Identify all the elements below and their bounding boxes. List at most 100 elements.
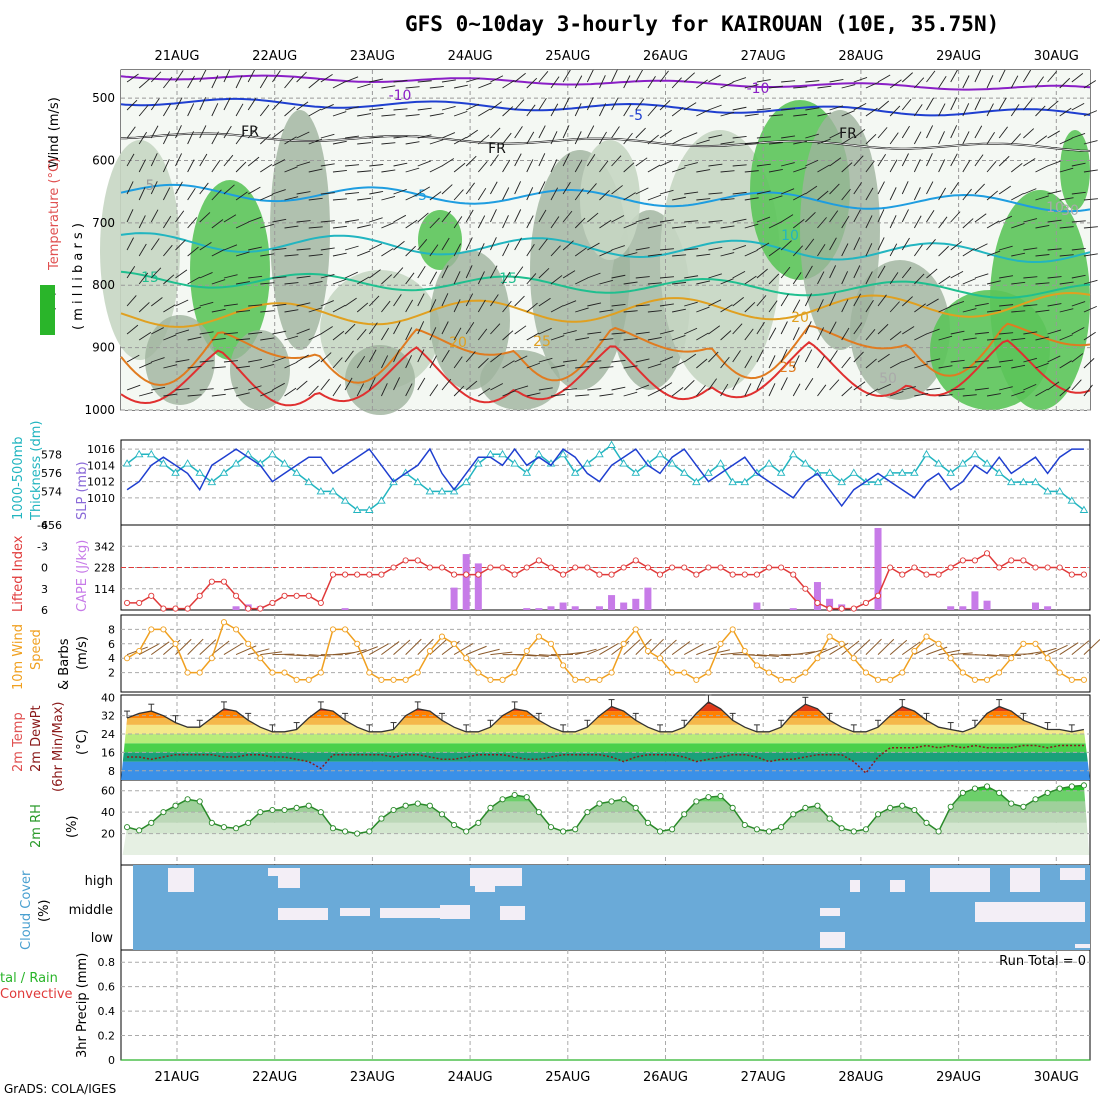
wind-barb (381, 327, 390, 341)
wind-barb (320, 352, 332, 363)
wind-barb (236, 338, 251, 341)
wind-barb (284, 361, 298, 369)
wind-barb (1010, 162, 1023, 173)
wind-barb (720, 278, 734, 285)
wind-barb (659, 129, 672, 139)
wind-barb (998, 69, 1006, 83)
wind-barb (671, 335, 686, 341)
rh-line-point (366, 828, 373, 835)
cloud-gap (475, 868, 495, 892)
wind-barb (768, 114, 784, 117)
wind-barb (1071, 102, 1085, 111)
wind-barb (684, 162, 698, 167)
cape-bar (789, 608, 797, 610)
wind-barb (647, 389, 661, 397)
wind-barb (962, 337, 977, 341)
wind-speed-line-point (947, 655, 954, 662)
wind-barb (1023, 158, 1036, 167)
li-line-point (402, 557, 409, 564)
wind-barb (926, 153, 933, 167)
wind-barb (889, 187, 897, 201)
wind-barb (647, 363, 662, 369)
wind-barb (877, 383, 891, 391)
wind-barb (490, 323, 501, 335)
wind-barb (926, 268, 938, 279)
wind-barb (659, 159, 673, 167)
wind-barb (344, 76, 359, 83)
wind-barb (672, 254, 687, 257)
wind-barb (574, 217, 586, 229)
wind-barb (465, 265, 473, 279)
wind-barb (562, 153, 570, 167)
li-line-point (584, 564, 591, 571)
wind-barb (514, 181, 522, 195)
cloud-row-label: middle (69, 903, 113, 918)
wind-barb (950, 211, 961, 223)
wind-barb (599, 219, 612, 229)
wind-barb (1047, 100, 1059, 111)
cloud-gap (820, 932, 845, 948)
axis-label-barbs: & Barbs (57, 638, 72, 690)
rh-line-point (487, 804, 494, 811)
thickness-line-point (583, 459, 592, 467)
wind-barb (732, 350, 741, 363)
temp-band (121, 704, 1090, 712)
surface-wind-barb (296, 654, 319, 658)
wind-barb (465, 322, 475, 335)
wind-barb (490, 154, 499, 167)
wind-barb (841, 84, 856, 89)
wind-barb (211, 219, 224, 229)
slp-tick: 1014 (87, 459, 115, 472)
wind-barb (236, 310, 251, 313)
thickness-line-point (740, 477, 750, 486)
wind-barb (162, 187, 171, 201)
rh-line-point (1080, 782, 1087, 789)
wind-barb (817, 243, 826, 257)
cape-bar (632, 598, 640, 610)
thickness-line-point (667, 459, 677, 467)
x-tick-top: 26AUG (643, 49, 688, 64)
surface-wind-barb (453, 643, 474, 656)
isotherm-label: 15 (499, 271, 517, 287)
li-line-point (620, 564, 627, 571)
wind-barb (829, 293, 836, 307)
rh-line-point (354, 830, 361, 837)
wind-barb (877, 74, 891, 83)
wind-barb (599, 279, 614, 285)
wind-barb (332, 111, 347, 117)
wind-barb (441, 293, 449, 307)
rh-line-point (172, 802, 179, 809)
rh-line-point (935, 828, 942, 835)
wind-speed-line-point (463, 655, 470, 662)
li-line-point (778, 564, 785, 571)
wind-barb (793, 193, 806, 201)
thickness-line-point (304, 477, 314, 486)
wind-barb (1023, 331, 1038, 335)
wind-barb (853, 265, 861, 279)
li-line-point (124, 599, 131, 606)
wind-barb (1035, 165, 1049, 173)
wind-speed-line-point (669, 669, 676, 676)
wind-barb (889, 330, 902, 341)
wind-barb (441, 184, 453, 195)
wind-barb (805, 80, 820, 83)
wind-speed-line-point (560, 662, 567, 669)
wind-barb (974, 243, 988, 251)
wind-speed-line-point (693, 676, 700, 683)
wind-barb (780, 266, 791, 279)
wind-speed-line-point (644, 647, 651, 655)
wind-speed-line-point (887, 676, 894, 683)
wind-barb (138, 302, 150, 313)
wind-barb (453, 136, 467, 145)
wind-barb (1023, 218, 1038, 223)
wind-barb (187, 276, 201, 285)
wind-barb (902, 386, 916, 391)
wind-barb (1023, 98, 1033, 111)
thickness-line-point (716, 459, 725, 467)
rh-line-point (572, 826, 579, 833)
x-tick-top: 22AUG (252, 49, 297, 64)
wind-barb (151, 327, 164, 335)
thickness-line-point (788, 449, 798, 458)
wind-barb (187, 394, 202, 397)
wind-barb (611, 126, 620, 139)
